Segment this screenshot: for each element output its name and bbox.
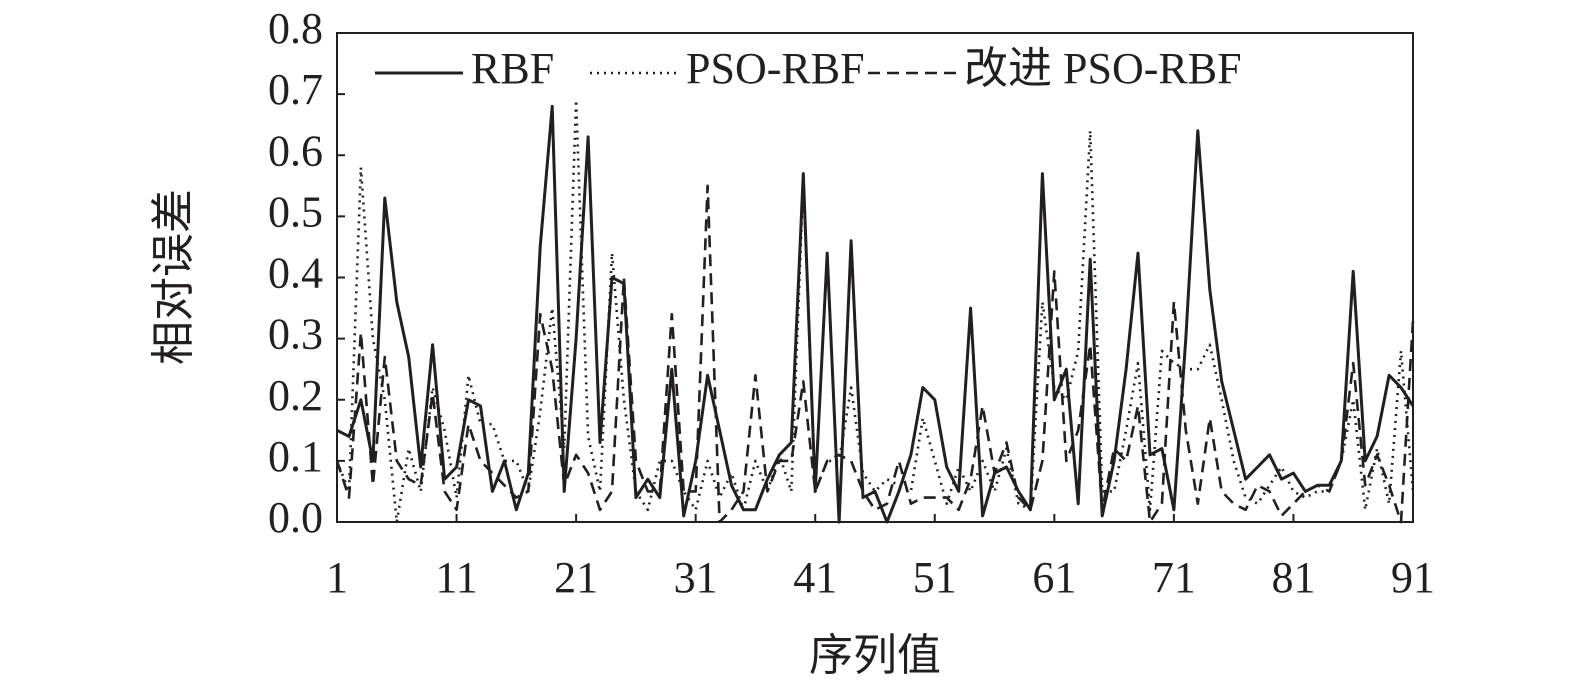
series-line xyxy=(335,98,1415,524)
legend-label: PSO-RBF xyxy=(686,44,865,93)
legend-label: 改进 PSO-RBF xyxy=(964,44,1242,93)
x-tick-label: 51 xyxy=(913,553,957,602)
y-tick-label: 0.1 xyxy=(268,432,323,481)
series-line xyxy=(335,184,1415,524)
y-tick-label: 0.3 xyxy=(268,310,323,359)
x-tick-label: 21 xyxy=(554,553,598,602)
y-tick-label: 0.5 xyxy=(268,187,323,236)
y-tick-label: 0.7 xyxy=(268,65,323,114)
x-tick-label: 1 xyxy=(326,553,348,602)
legend-label: RBF xyxy=(471,44,554,93)
x-tick-label: 61 xyxy=(1032,553,1076,602)
y-tick-label: 0.0 xyxy=(268,493,323,542)
plot-frame xyxy=(336,32,1414,523)
x-tick-label: 91 xyxy=(1391,553,1435,602)
y-tick-label: 0.2 xyxy=(268,371,323,420)
y-tick-label: 0.6 xyxy=(268,126,323,175)
x-tick-label: 71 xyxy=(1152,553,1196,602)
x-axis-label: 序列值 xyxy=(809,631,941,680)
series-line xyxy=(336,104,1415,524)
y-axis-label: 相对误差 xyxy=(149,189,198,365)
y-tick-label: 0.4 xyxy=(268,249,323,298)
x-tick-label: 41 xyxy=(793,553,837,602)
x-tick-label: 31 xyxy=(674,553,718,602)
y-tick-label: 0.8 xyxy=(268,4,323,53)
x-tick-label: 11 xyxy=(435,553,477,602)
x-tick-label: 81 xyxy=(1271,553,1315,602)
